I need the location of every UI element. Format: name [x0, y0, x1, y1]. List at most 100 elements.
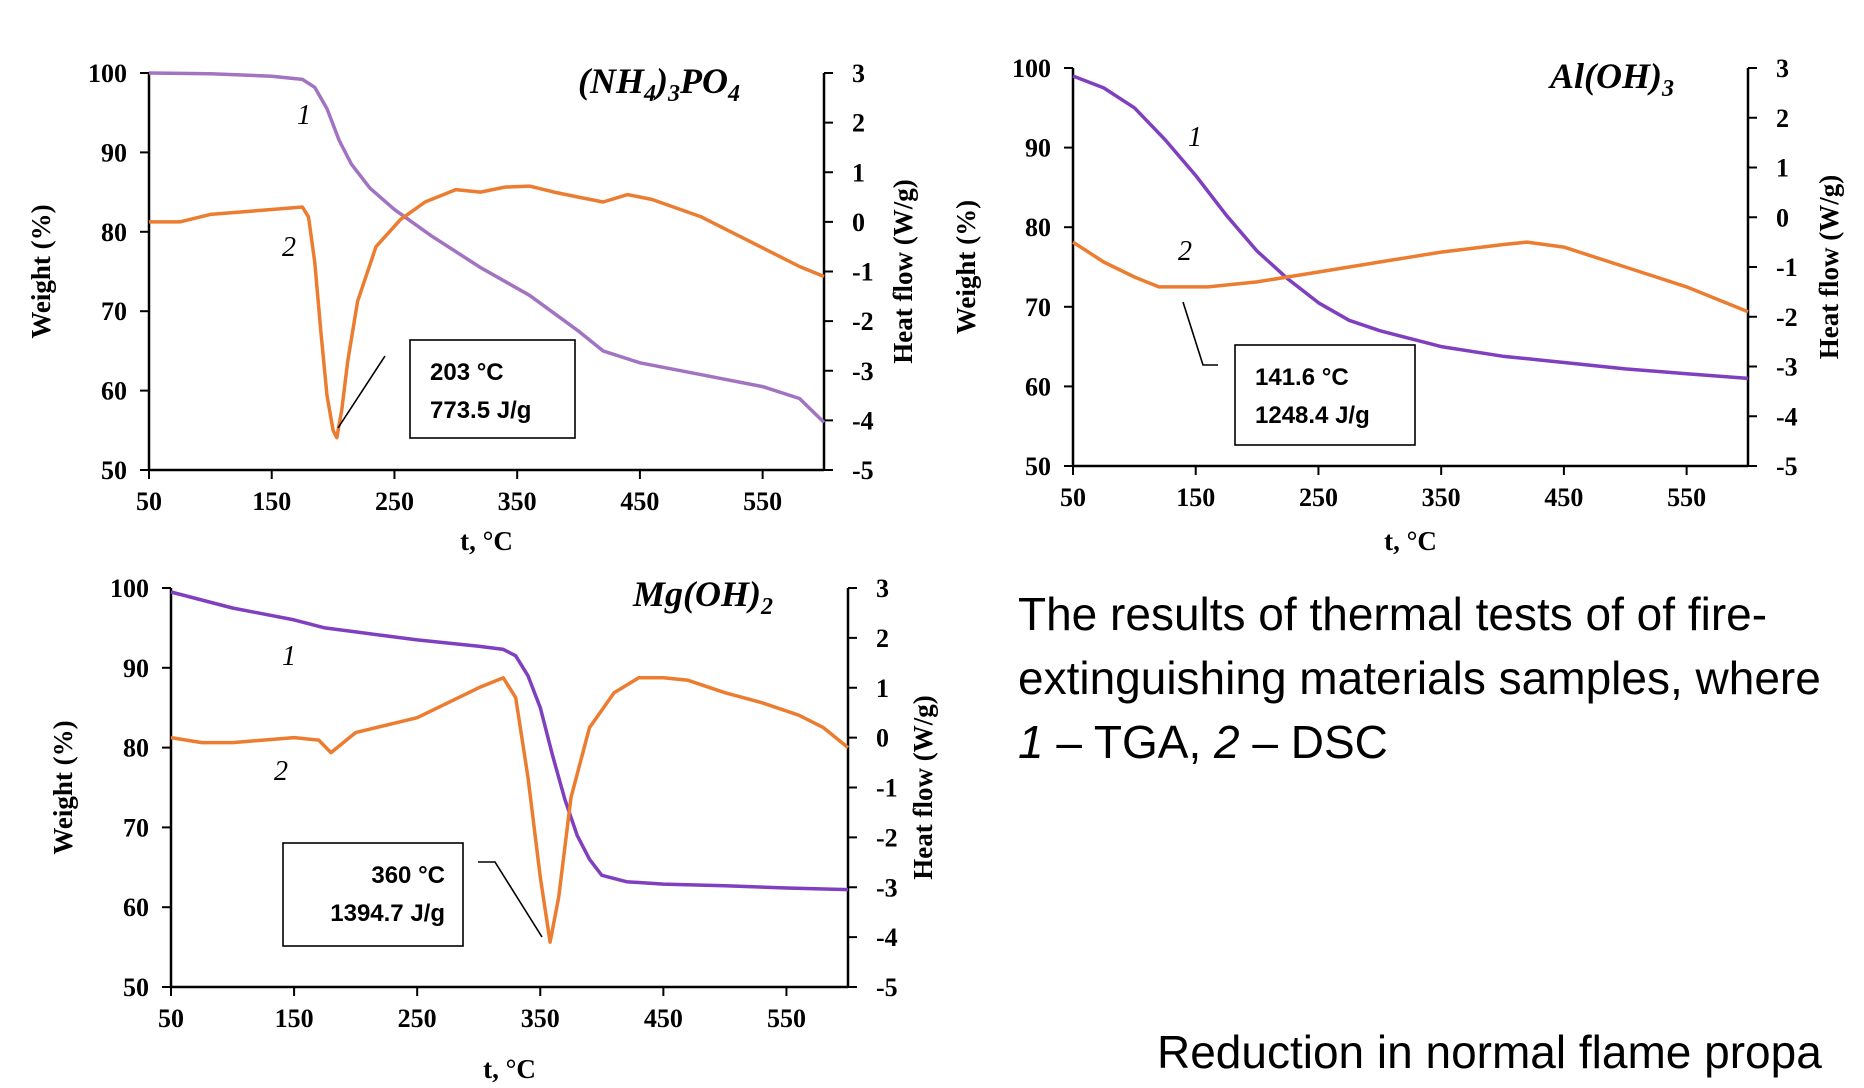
x-tick-label: 50 — [1060, 483, 1086, 512]
x-tick-label: 250 — [375, 487, 414, 516]
x-tick-label: 450 — [620, 487, 659, 516]
y-right-tick-label: 3 — [876, 574, 889, 603]
y-right-axis-label: Heat flow (W/g) — [1814, 175, 1844, 359]
y-right-tick-label: -5 — [876, 973, 898, 1002]
curve-label-2: 2 — [274, 756, 288, 787]
y-right-tick-label: -4 — [876, 923, 898, 952]
x-tick-label: 350 — [521, 1004, 560, 1033]
title-part: PO — [679, 61, 728, 101]
y-right-tick-label: 2 — [876, 624, 889, 653]
annotation-callout-line — [478, 861, 543, 938]
y-right-tick-label: 2 — [1776, 104, 1789, 133]
y-left-tick-label: 100 — [88, 59, 127, 88]
y-left-tick-label: 80 — [123, 734, 149, 763]
curve-label-1: 1 — [1188, 122, 1202, 153]
x-axis-label: t, °C — [483, 1054, 536, 1084]
title-part: (NH — [578, 61, 645, 101]
y-right-tick-label: -5 — [852, 456, 874, 485]
tga-curve — [170, 590, 849, 892]
chart-title: Al(OH)3 — [1548, 56, 1674, 102]
footer-text: Reduction in normal flame propa — [1157, 1026, 1822, 1078]
dsc-curve — [1072, 240, 1749, 314]
x-tick-label: 150 — [252, 487, 291, 516]
dsc-curve — [170, 676, 850, 944]
y-left-axis-label: Weight (%) — [951, 200, 981, 334]
title-part: ) — [653, 61, 668, 101]
annotation-temperature: 203 °C — [430, 359, 504, 386]
x-tick-label: 50 — [158, 1004, 184, 1033]
y-right-tick-label: 3 — [852, 59, 865, 88]
y-left-tick-label: 100 — [110, 574, 149, 603]
x-axis-label: t, °C — [460, 526, 513, 556]
title-subscript: 2 — [760, 594, 773, 620]
caption-number-1: 1 — [1018, 716, 1044, 768]
y-left-tick-label: 50 — [1025, 452, 1051, 481]
dsc-curve — [149, 184, 825, 440]
y-left-tick-label: 70 — [101, 297, 127, 326]
y-right-tick-label: -1 — [1776, 253, 1798, 282]
y-left-tick-label: 90 — [1025, 134, 1051, 163]
y-right-tick-label: -3 — [1776, 353, 1798, 382]
title-part: Al(OH) — [1548, 56, 1662, 96]
title-part: Mg(OH) — [632, 574, 761, 614]
y-left-tick-label: 60 — [101, 377, 127, 406]
annotation-energy: 1248.4 J/g — [1255, 402, 1370, 429]
x-tick-label: 450 — [1544, 483, 1583, 512]
y-left-tick-label: 70 — [1025, 293, 1051, 322]
x-tick-label: 250 — [398, 1004, 437, 1033]
x-tick-label: 150 — [275, 1004, 314, 1033]
chart-title: (NH4)3PO4 — [578, 61, 740, 107]
y-right-tick-label: 2 — [852, 109, 865, 138]
caption-tga: – TGA, — [1043, 716, 1215, 768]
y-left-tick-label: 60 — [1025, 372, 1051, 401]
x-tick-label: 350 — [1422, 483, 1461, 512]
y-right-tick-label: -2 — [1776, 303, 1798, 332]
x-tick-label: 450 — [644, 1004, 683, 1033]
title-subscript: 4 — [643, 81, 656, 107]
y-left-axis-label: Weight (%) — [26, 204, 56, 338]
y-right-tick-label: 1 — [1776, 154, 1789, 183]
y-right-axis-label: Heat flow (W/g) — [908, 695, 938, 879]
y-right-tick-label: -3 — [852, 357, 874, 386]
y-left-tick-label: 50 — [101, 456, 127, 485]
chart-mgoh2: 50 150 250 350 450 550 100 90 80 70 60 50 3 2 1 0 -1 -2 -3… — [48, 574, 938, 1084]
y-right-tick-label: -2 — [852, 307, 874, 336]
y-left-tick-label: 80 — [1025, 213, 1051, 242]
y-left-tick-label: 50 — [123, 973, 149, 1002]
annotation-callout-line — [1182, 301, 1218, 366]
annotation-energy: 773.5 J/g — [430, 397, 531, 424]
y-left-tick-label: 80 — [101, 218, 127, 247]
y-left-tick-label: 70 — [123, 813, 149, 842]
y-right-tick-label: -4 — [1776, 402, 1798, 431]
figure-caption: The results of thermal tests of of fire-… — [1018, 582, 1821, 774]
x-tick-label: 550 — [767, 1004, 806, 1033]
x-tick-label: 550 — [1667, 483, 1706, 512]
tga-curve — [1072, 74, 1749, 381]
caption-number-2: 2 — [1214, 716, 1240, 768]
annotation-callout-line — [337, 355, 386, 429]
y-right-tick-label: 3 — [1776, 54, 1789, 83]
y-right-tick-label: 0 — [876, 724, 889, 753]
y-left-tick-label: 90 — [123, 654, 149, 683]
y-right-tick-label: -1 — [852, 258, 874, 287]
curve-label-2: 2 — [282, 232, 296, 263]
caption-line-1: The results of thermal tests of of fire- — [1018, 588, 1768, 640]
caption-line-3: 1 – TGA, 2 – DSC — [1018, 710, 1821, 774]
y-right-tick-label: 0 — [1776, 203, 1789, 232]
curve-label-1: 1 — [282, 641, 296, 672]
chart-aloh3: 50 150 250 350 450 550 100 90 80 70 60 50 3 2 1 0 -1 -2 -3… — [951, 54, 1844, 556]
title-subscript: 3 — [667, 81, 680, 107]
curve-label-2: 2 — [1178, 236, 1192, 267]
y-right-tick-label: -2 — [876, 823, 898, 852]
y-right-tick-label: 0 — [852, 208, 865, 237]
caption-line-2: extinguishing materials samples, where — [1018, 652, 1821, 704]
annotation-temperature: 360 °C — [371, 862, 445, 889]
y-left-tick-label: 100 — [1012, 54, 1051, 83]
annotation-box — [1234, 344, 1416, 446]
tga-curve — [148, 71, 826, 424]
caption-dsc: – DSC — [1239, 716, 1388, 768]
annotation-energy: 1394.7 J/g — [330, 900, 445, 927]
curve-label-1: 1 — [297, 100, 311, 131]
chart-title: Mg(OH)2 — [632, 574, 773, 620]
